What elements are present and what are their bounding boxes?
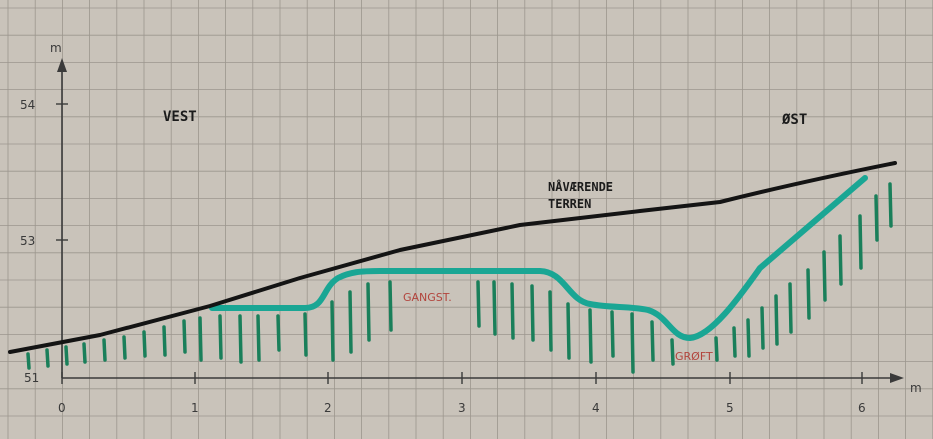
hatch-stroke xyxy=(104,340,105,360)
hatch-stroke xyxy=(568,304,569,358)
x-tick-label-4: 4 xyxy=(592,401,600,415)
hatch-stroke xyxy=(332,302,333,360)
hatch-stroke xyxy=(220,316,221,358)
hatch-stroke xyxy=(890,184,891,226)
hatch-stroke xyxy=(47,350,48,366)
x-axis-unit: m xyxy=(910,381,922,395)
hatch-stroke xyxy=(550,292,551,350)
hatch-stroke xyxy=(240,316,241,362)
hatch-stroke xyxy=(762,308,763,348)
hatch-stroke xyxy=(672,340,673,364)
y-axis-unit: m xyxy=(50,41,62,55)
x-tick-label-5: 5 xyxy=(726,401,734,415)
hatch-stroke xyxy=(66,347,67,364)
ditch-label: GRØFT xyxy=(675,350,713,363)
x-tick-label-0: 0 xyxy=(58,401,66,415)
hatch-stroke xyxy=(512,284,513,338)
hatch-stroke xyxy=(790,284,791,332)
hatch-stroke xyxy=(716,338,717,360)
hatch-stroke xyxy=(368,284,369,340)
hatch-stroke xyxy=(184,321,185,352)
x-tick-label-3: 3 xyxy=(458,401,466,415)
x-tick-label-6: 6 xyxy=(858,401,866,415)
hatch-stroke xyxy=(734,328,735,356)
hatch-stroke xyxy=(28,354,29,368)
hatch-stroke xyxy=(612,312,613,356)
terrain-label-line1: NÅVÆRENDE xyxy=(548,179,613,194)
hatch-stroke xyxy=(278,316,279,350)
x-tick-label-2: 2 xyxy=(324,401,332,415)
east-label: ØST xyxy=(781,112,807,128)
hatch-stroke xyxy=(478,282,479,326)
y-tick-label-51: 51 xyxy=(24,371,39,385)
hatch-stroke xyxy=(258,316,259,360)
hatch-stroke xyxy=(776,296,777,344)
hatch-stroke xyxy=(590,310,591,362)
hatch-stroke xyxy=(305,314,306,355)
hatch-stroke xyxy=(748,320,749,356)
west-label: VEST xyxy=(163,109,197,125)
y-tick-label-54: 54 xyxy=(20,98,35,112)
hatch-stroke xyxy=(860,216,861,268)
hatch-stroke xyxy=(390,282,391,330)
hatch-stroke xyxy=(164,327,165,355)
hatch-stroke xyxy=(124,337,125,358)
x-tick-label-1: 1 xyxy=(191,401,199,415)
hatch-stroke xyxy=(876,196,877,240)
hatch-stroke xyxy=(652,322,653,360)
hatch-stroke xyxy=(494,282,495,334)
hatch-stroke xyxy=(144,332,145,356)
hatch-stroke xyxy=(532,286,533,340)
hatch-stroke xyxy=(840,236,841,284)
terrain-label-line2: TERREN xyxy=(548,197,591,211)
hatch-stroke xyxy=(632,314,633,372)
hatch-stroke xyxy=(200,318,201,360)
hatch-stroke xyxy=(350,292,351,352)
hatch-stroke xyxy=(84,344,85,362)
path-label: GANGST. xyxy=(403,291,452,304)
y-tick-label-53: 53 xyxy=(20,234,35,248)
hatch-stroke xyxy=(824,252,825,300)
hatch-stroke xyxy=(808,270,809,318)
